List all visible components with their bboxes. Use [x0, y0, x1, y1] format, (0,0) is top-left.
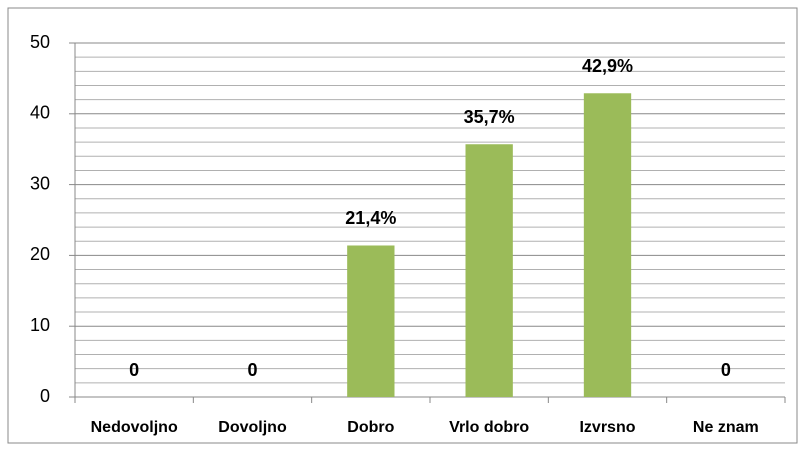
data-label: 0: [129, 360, 139, 380]
x-tick-label: Izvrsno: [579, 419, 635, 436]
x-tick-label: Dobro: [347, 419, 394, 436]
y-tick-label: 30: [30, 173, 50, 193]
data-label: 21,4%: [345, 208, 396, 228]
data-label: 35,7%: [464, 107, 515, 127]
x-tick-label: Vrlo dobro: [449, 419, 529, 436]
data-label: 42,9%: [582, 56, 633, 76]
data-label: 0: [721, 360, 731, 380]
bar: [465, 144, 513, 397]
y-tick-label: 40: [30, 103, 50, 123]
y-tick-label: 20: [30, 244, 50, 264]
x-tick-label: Ne znam: [693, 419, 759, 436]
y-tick-label: 50: [30, 32, 50, 52]
data-label: 0: [247, 360, 257, 380]
x-tick-label: Nedovoljno: [91, 419, 178, 436]
chart-border: [7, 7, 798, 444]
x-tick-label: Dovoljno: [218, 419, 287, 436]
bar: [583, 93, 632, 397]
y-tick-label: 10: [30, 315, 50, 335]
bar: [347, 245, 395, 397]
y-tick-label: 0: [40, 386, 50, 406]
